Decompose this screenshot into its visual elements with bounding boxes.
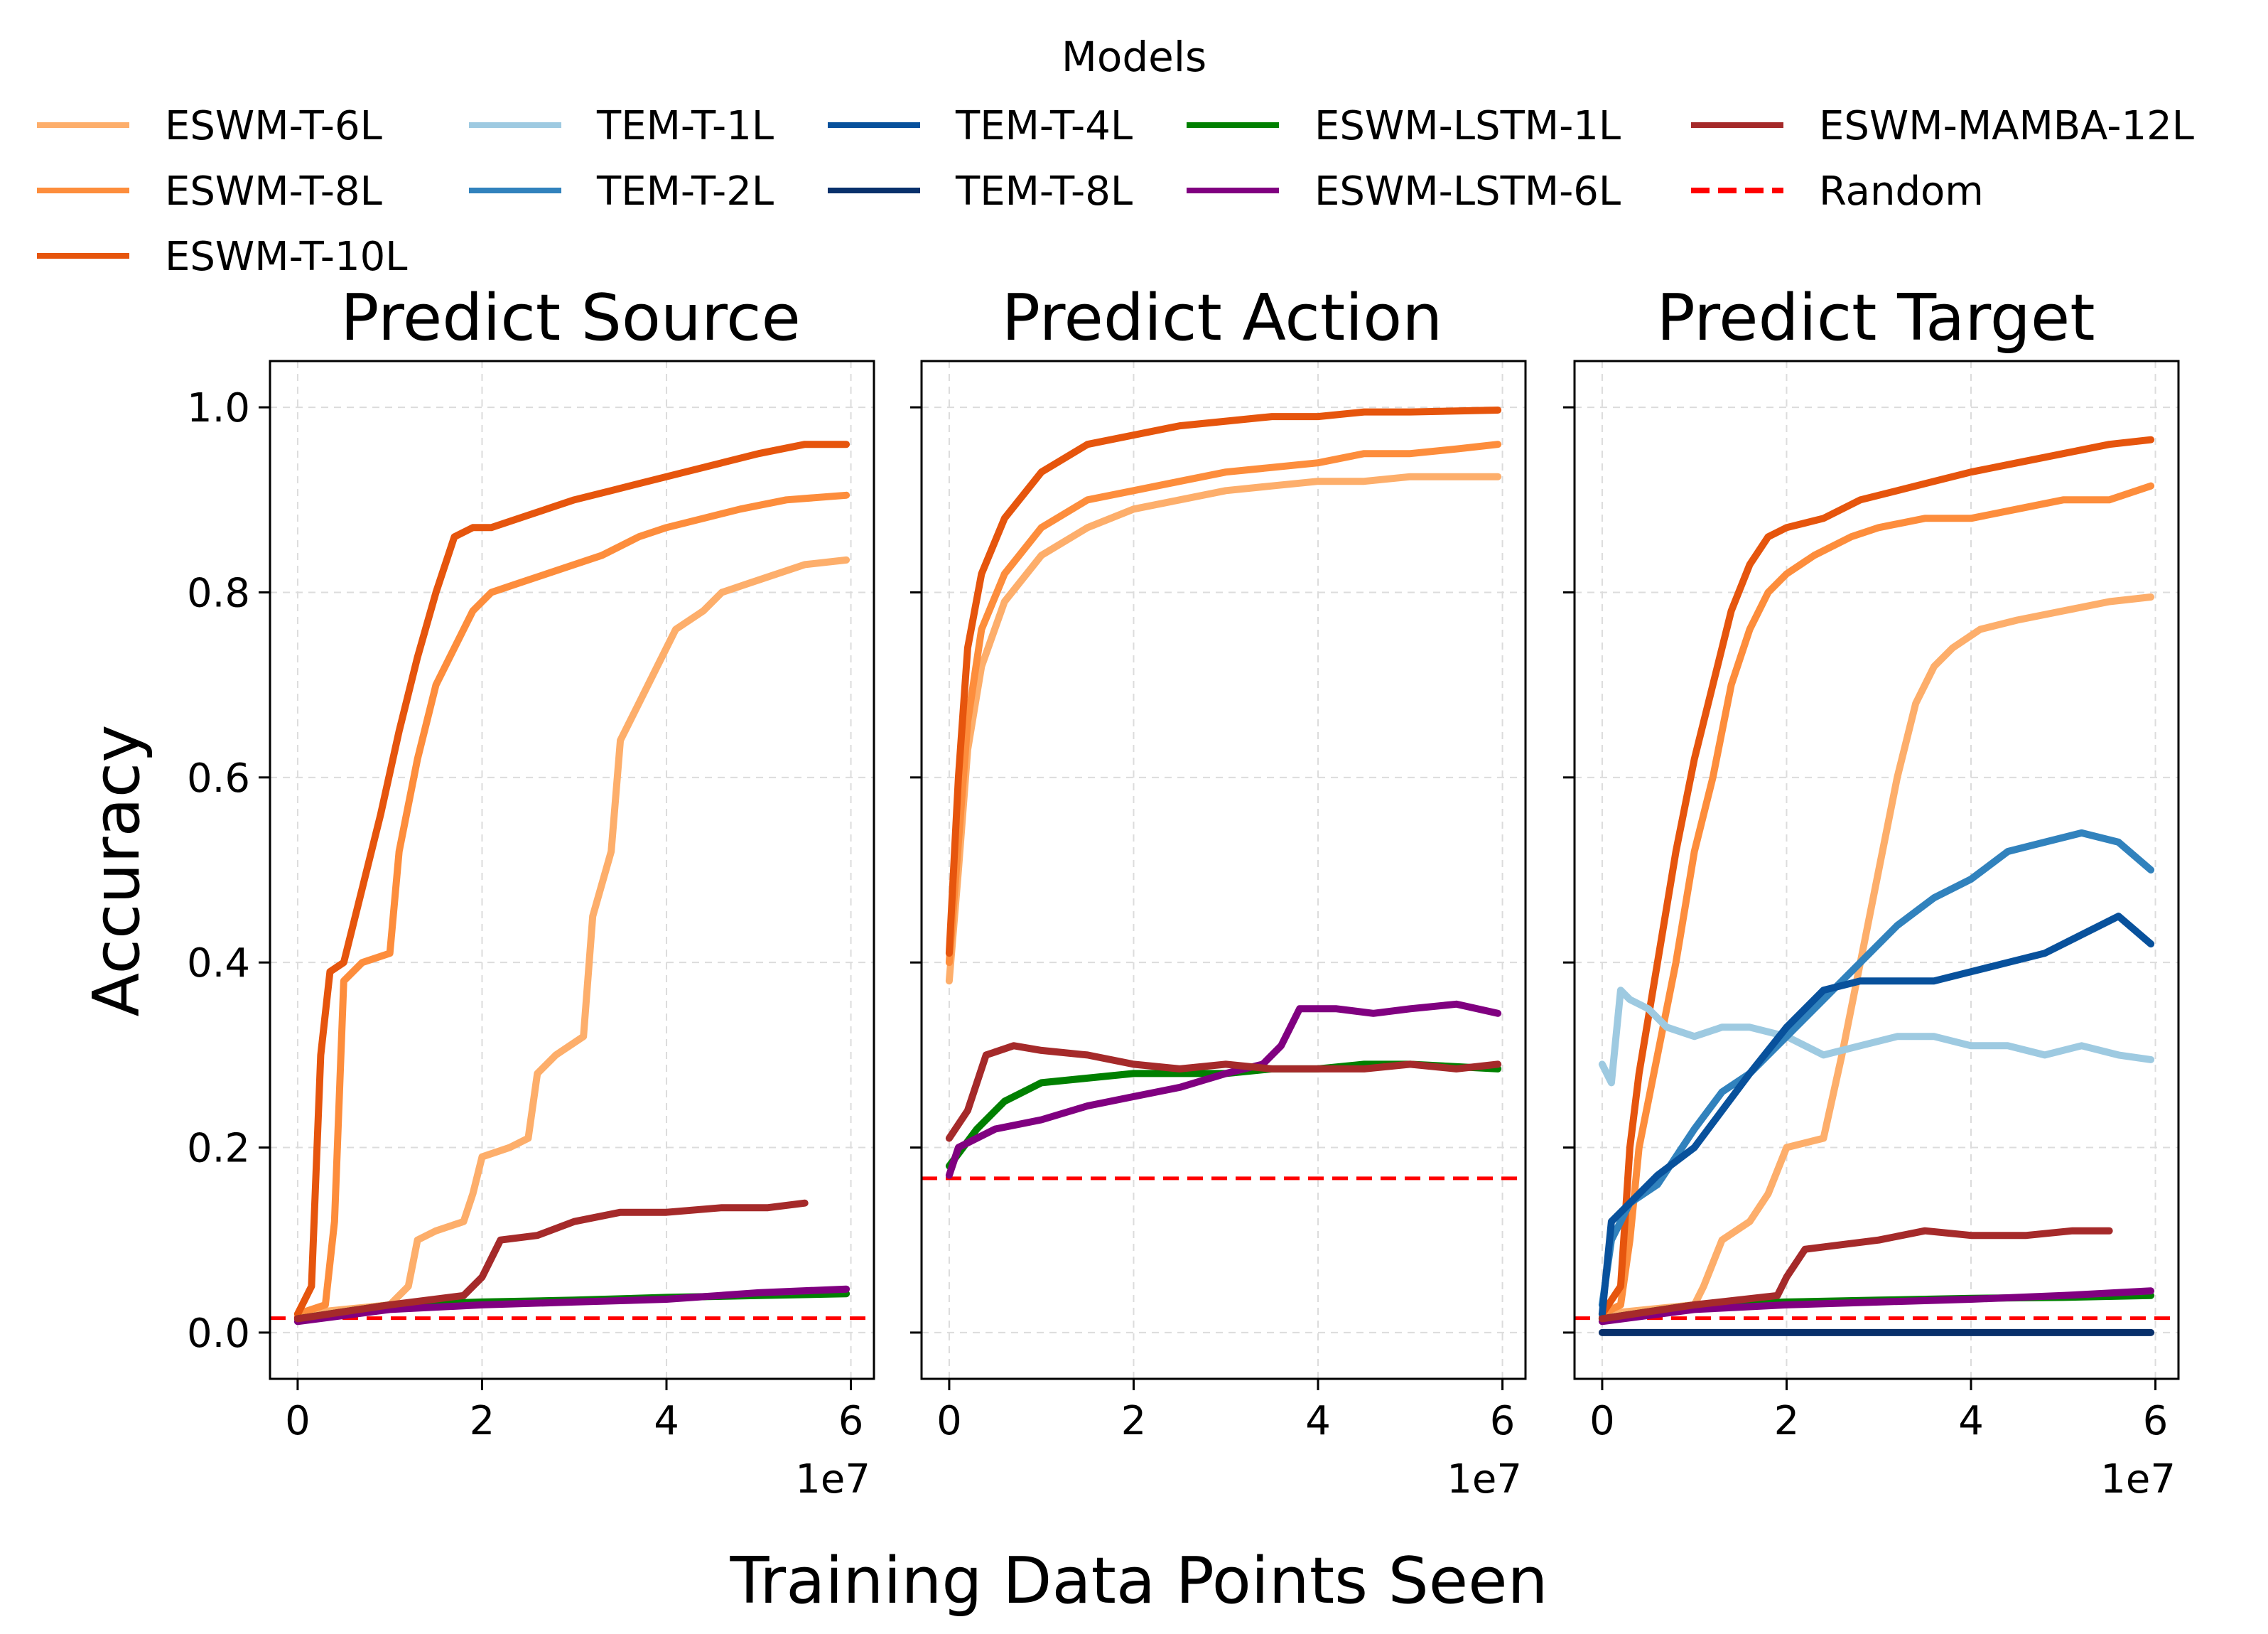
legend-label: ESWM-LSTM-1L (1314, 103, 1621, 149)
x-tick-label: 4 (1305, 1398, 1331, 1444)
panel-predict-action: Predict Action 0 2 4 6 (910, 281, 1527, 1444)
y-tick-label: 0.4 (187, 940, 250, 987)
legend-label: ESWM-MAMBA-12L (1819, 103, 2194, 149)
series-line-eswm-t-10l (293, 441, 850, 1318)
legend-label: TEM-T-2L (596, 168, 774, 215)
series-line-eswm-t-10l (1598, 436, 2155, 1318)
y-tick-label: 0.6 (187, 756, 250, 802)
series-line-eswm-mamba-12l (293, 1199, 809, 1323)
legend-entry: TEM-T-4L (828, 103, 1133, 149)
x-tick-label: 4 (1958, 1398, 1984, 1444)
series-line-tem-t-1l (1598, 987, 2155, 1087)
series-line-eswm-t-6l (945, 473, 1502, 985)
x-tick-label: 4 (654, 1398, 679, 1444)
x-tick-label: 0 (285, 1398, 310, 1444)
x-tick-label: 6 (2143, 1398, 2169, 1444)
legend-entry: ESWM-MAMBA-12L (1691, 103, 2194, 149)
panel-predict-source: Predict Source 0 2 4 6 0.0 0.2 0.4 0.6 0.8 1.0 (187, 281, 875, 1444)
series-line-tem-t-2l (1598, 829, 2155, 1308)
series-line-eswm-t-6l (293, 556, 850, 1318)
series-line-tem-t-4l (1598, 913, 2155, 1318)
legend-entry: ESWM-T-8L (37, 168, 382, 215)
legend-label: ESWM-T-6L (165, 103, 382, 149)
y-axis-label: Accuracy (80, 725, 154, 1017)
legend-entry: ESWM-LSTM-6L (1187, 168, 1621, 215)
legend-entry: TEM-T-8L (828, 168, 1133, 215)
series-line-eswm-t-10l (945, 407, 1502, 957)
series-line-eswm-lstm-1l (945, 1060, 1502, 1170)
x-offset-label: 1e7 (795, 1456, 870, 1503)
y-tick-label: 0.0 (187, 1311, 250, 1357)
legend-label: Random (1819, 168, 1984, 215)
panel-title: Predict Source (340, 281, 801, 355)
legend-entry: ESWM-LSTM-1L (1187, 103, 1621, 149)
legend-label: ESWM-T-10L (165, 234, 407, 280)
plot-frame (269, 360, 875, 1380)
legend-entry: TEM-T-2L (469, 168, 774, 215)
legend-label: ESWM-LSTM-6L (1314, 168, 1621, 215)
series-line-eswm-mamba-12l (1598, 1227, 2113, 1323)
legend-label: TEM-T-4L (955, 103, 1133, 149)
x-offset-label: 1e7 (1447, 1456, 1522, 1503)
x-tick-label: 0 (1589, 1398, 1615, 1444)
y-tick-label: 1.0 (187, 385, 250, 431)
y-tick-label: 0.8 (187, 570, 250, 616)
panel-predict-target: Predict Target 0 2 4 6 (1563, 281, 2180, 1444)
x-tick-label: 2 (1774, 1398, 1800, 1444)
panel-title: Predict Target (1656, 281, 2095, 355)
series-line-eswm-lstm-6l (1598, 1287, 2155, 1326)
series-line-eswm-t-6l (1598, 593, 2155, 1318)
legend-label: TEM-T-8L (955, 168, 1133, 215)
legend-label: TEM-T-1L (596, 103, 774, 149)
series-line-eswm-t-8l (1598, 482, 2155, 1318)
series-line-eswm-t-8l (945, 441, 1502, 967)
x-tick-label: 2 (1121, 1398, 1147, 1444)
x-tick-label: 0 (936, 1398, 962, 1444)
x-tick-label: 6 (1490, 1398, 1516, 1444)
legend-entry: Random (1691, 168, 1984, 215)
legend-entry: ESWM-T-10L (37, 234, 407, 280)
plot-frame (920, 360, 1527, 1380)
legend-entry: ESWM-T-6L (37, 103, 382, 149)
legend: Models ESWM-T-6L ESWM-T-8L ESWM-T-10L TEM-T… (37, 33, 2194, 280)
plot-frame (1573, 360, 2180, 1380)
series-line-eswm-t-8l (293, 491, 850, 1318)
legend-items: ESWM-T-6L ESWM-T-8L ESWM-T-10L TEM-T-1L TEM-… (37, 103, 2194, 280)
x-tick-label: 2 (470, 1398, 495, 1444)
series-line-eswm-mamba-12l (945, 1042, 1502, 1142)
series-line-eswm-lstm-6l (293, 1285, 850, 1326)
y-tick-label: 0.2 (187, 1126, 250, 1172)
legend-title: Models (1062, 33, 1206, 81)
x-tick-label: 6 (838, 1398, 864, 1444)
x-offset-label: 1e7 (2100, 1456, 2176, 1503)
x-axis-label: Training Data Points Seen (729, 1544, 1548, 1618)
panel-title: Predict Action (1002, 281, 1442, 355)
legend-entry: TEM-T-1L (469, 103, 774, 149)
legend-label: ESWM-T-8L (165, 168, 382, 215)
